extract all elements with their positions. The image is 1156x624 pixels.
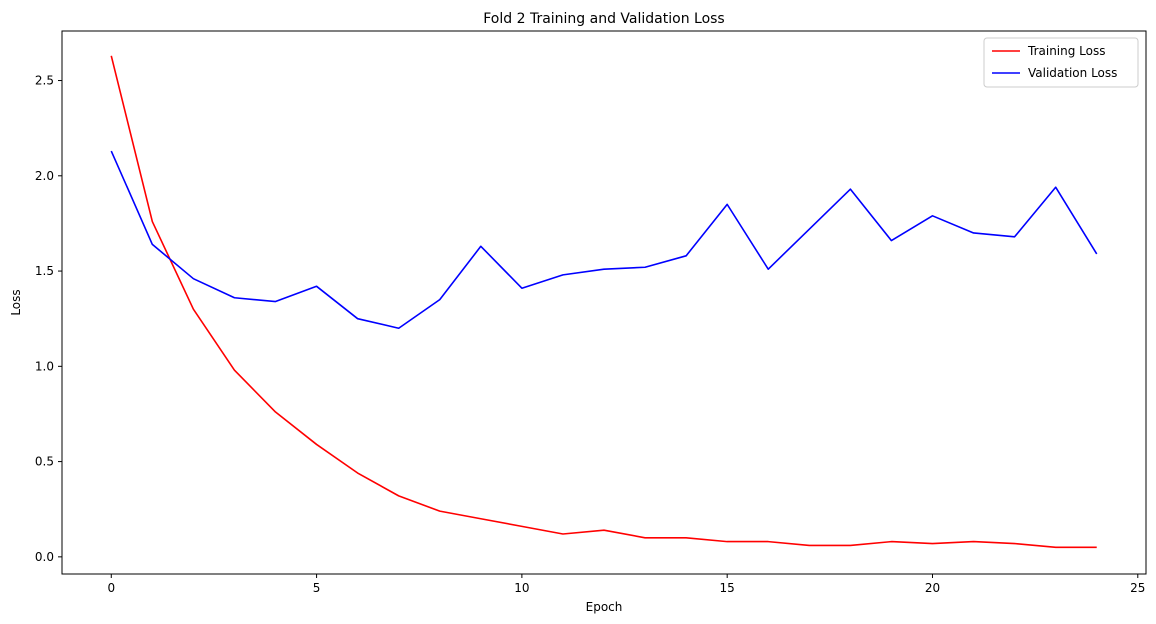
x-axis-ticks: 0 5 10 15 20 25 — [107, 574, 1145, 595]
y-tick-label: 2.0 — [35, 169, 54, 183]
series-line-training-loss — [110, 55, 1097, 549]
y-tick-label: 1.0 — [35, 359, 54, 373]
legend-label: Training Loss — [1027, 44, 1105, 58]
x-axis-title: Epoch — [586, 600, 623, 614]
legend: Training Loss Validation Loss — [983, 37, 1139, 88]
y-tick-label: 0.0 — [35, 550, 54, 564]
legend-box — [983, 37, 1139, 88]
y-axis-title: Loss — [9, 289, 23, 315]
series-line-validation-loss — [110, 150, 1098, 330]
x-tick-label: 25 — [1130, 581, 1145, 595]
y-tick-label: 0.5 — [35, 455, 54, 469]
legend-label: Validation Loss — [1028, 66, 1117, 80]
chart-title: Fold 2 Training and Validation Loss — [483, 11, 724, 27]
series-layer — [110, 55, 1098, 549]
x-tick-label: 5 — [313, 581, 321, 595]
y-axis-ticks: 0.0 0.5 1.0 1.5 2.0 2.5 — [35, 74, 62, 564]
x-tick-label: 0 — [107, 581, 115, 595]
y-tick-label: 2.5 — [35, 74, 54, 88]
x-tick-label: 20 — [925, 581, 940, 595]
y-tick-label: 1.5 — [35, 264, 54, 278]
x-tick-label: 10 — [514, 581, 529, 595]
x-tick-label: 15 — [720, 581, 735, 595]
plot-frame — [61, 30, 1147, 575]
